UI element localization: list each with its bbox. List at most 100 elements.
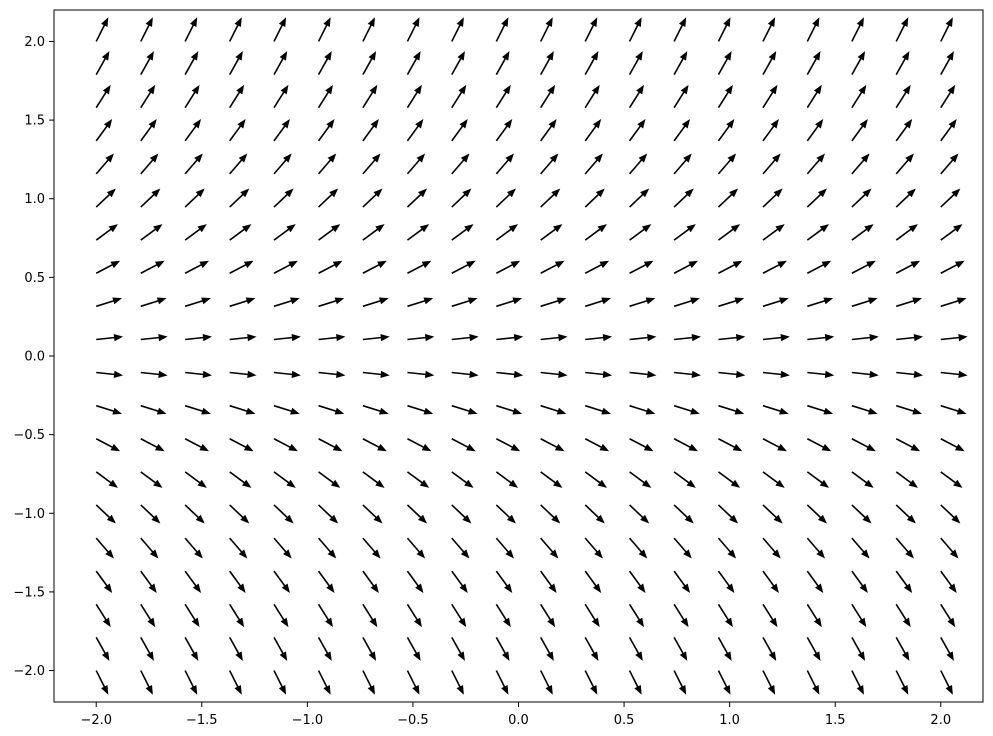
vector-arrow [673,260,698,274]
arrow-shaft [673,263,692,274]
arrow-head [732,260,743,269]
arrow-head [418,514,428,524]
arrow-shaft [451,125,464,142]
arrow-head [190,651,199,661]
arrow-shaft [495,670,506,688]
vector-arrow [273,471,296,488]
arrow-head [726,583,735,593]
vector-arrow [273,297,300,308]
arrow-shaft [851,404,871,413]
arrow-shaft [95,299,115,308]
arrow-shaft [362,193,378,208]
arrow-head [601,297,611,305]
vector-arrow [540,504,561,524]
arrow-head [691,334,701,342]
vector-arrow [140,260,165,274]
arrow-head [779,297,789,305]
vector-arrow [451,51,465,76]
arrow-head [645,297,656,305]
vector-arrow [539,603,556,628]
arrow-shaft [629,228,646,241]
vector-arrow [629,334,657,342]
arrow-shaft [762,670,773,688]
arrow-shaft [95,24,106,42]
arrow-shaft [895,570,909,587]
arrow-shaft [895,537,910,554]
vector-arrow [317,17,331,42]
vector-arrow [185,370,212,378]
arrow-shaft [495,158,510,175]
arrow-shaft [762,263,781,274]
arrow-head [501,17,509,27]
arrow-shaft [406,570,420,587]
arrow-head [506,188,516,198]
arrow-shaft [628,636,640,655]
arrow-head [590,17,598,27]
arrow-head [110,260,121,269]
vector-arrow [140,471,163,488]
arrow-shaft [407,438,425,449]
vector-arrow [762,188,783,208]
vector-arrow [540,370,568,378]
arrow-shaft [895,57,907,76]
vector-arrow [184,188,205,208]
vector-arrow [940,537,959,559]
arrow-head [823,297,834,305]
arrow-head [955,443,965,452]
arrow-head [558,370,568,378]
arrow-head [867,297,878,305]
arrow-head [860,549,870,559]
vector-arrow [673,603,689,628]
arrow-shaft [851,299,871,308]
vector-arrow [895,224,918,241]
vector-arrow [540,471,563,488]
arrow-shaft [495,91,508,109]
vector-arrow [184,670,198,695]
arrow-shaft [407,336,427,341]
vector-arrow [940,471,963,488]
vector-arrow [451,17,464,42]
arrow-head [545,685,553,695]
arrow-shaft [584,670,595,688]
arrow-shaft [673,91,685,109]
arrow-shaft [762,636,773,655]
arrow-shaft [540,228,557,241]
arrow-shaft [717,24,728,42]
arrow-shaft [584,193,600,208]
vector-arrow [674,370,701,378]
vector-arrow [273,370,301,378]
vector-arrow [318,224,341,241]
vector-arrow [362,297,389,308]
arrow-shaft [673,504,689,519]
vector-arrow [762,636,777,661]
vector-arrow [362,670,375,695]
arrow-shaft [940,193,956,208]
vector-arrow [95,504,116,524]
arrow-shaft [406,537,421,554]
arrow-shaft [362,404,382,413]
arrow-shaft [540,504,556,519]
arrow-head [199,443,210,452]
vector-arrow [406,537,426,559]
vector-arrow [940,51,954,76]
arrow-head [464,479,474,488]
arrow-head [324,651,332,661]
arrow-shaft [229,471,246,484]
vector-arrow [762,334,790,342]
vector-arrow [629,438,654,452]
arrow-shaft [806,570,820,587]
vector-arrow [940,119,957,142]
arrow-shaft [673,471,690,484]
vector-arrow [96,334,124,342]
vector-arrow [362,570,379,593]
arrow-shaft [806,636,818,655]
arrow-shaft [539,91,552,109]
vector-arrow [717,17,731,42]
vector-arrow [451,670,464,695]
vector-arrow [895,537,914,559]
vector-arrow [362,504,383,524]
vector-arrow [629,471,652,488]
arrow-shaft [228,636,240,655]
vector-arrow [495,153,514,175]
arrow-shaft [940,636,951,655]
